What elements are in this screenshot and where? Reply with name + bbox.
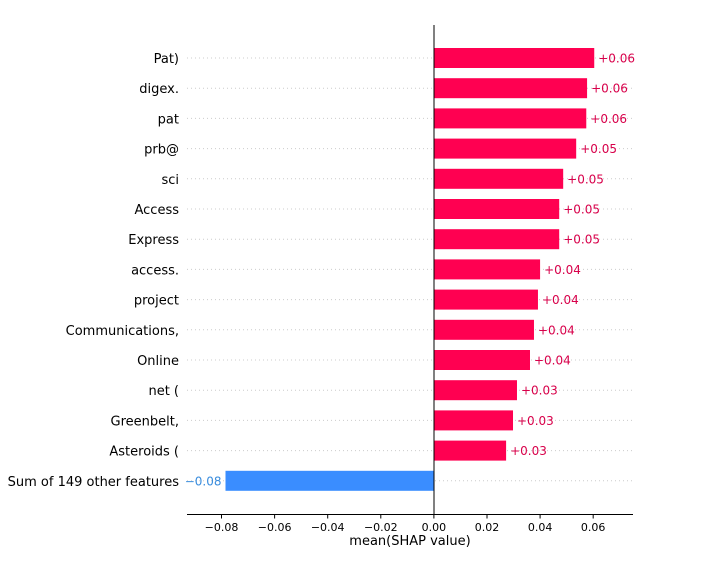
data-label: +0.04 xyxy=(542,293,579,307)
bars-layer: Pat) +0.06 digex. +0.06 pat +0.06 prb@ +0.05 sci… xyxy=(8,48,635,491)
data-label: +0.05 xyxy=(567,172,604,186)
x-tick-label: −0.04 xyxy=(311,521,345,534)
data-label: +0.03 xyxy=(521,384,558,398)
feature-label: pat xyxy=(158,112,179,127)
x-tick-label: −0.06 xyxy=(258,521,292,534)
feature-label: Pat) xyxy=(154,52,179,67)
bar xyxy=(433,259,541,280)
bar xyxy=(433,380,517,401)
data-label: +0.06 xyxy=(591,82,628,96)
bar xyxy=(433,78,588,99)
bar xyxy=(433,48,595,68)
bar xyxy=(433,410,514,431)
data-label: +0.06 xyxy=(598,52,635,66)
bar xyxy=(225,470,434,491)
data-label: +0.05 xyxy=(563,233,600,247)
data-label: +0.05 xyxy=(563,203,600,217)
bar xyxy=(433,319,534,340)
feature-label: net ( xyxy=(148,384,179,399)
feature-label: digex. xyxy=(139,82,179,97)
data-label: +0.04 xyxy=(534,354,571,368)
bar xyxy=(433,108,587,129)
x-tick-label: 0.02 xyxy=(475,521,500,534)
bar xyxy=(433,199,560,219)
data-label: +0.03 xyxy=(517,414,554,428)
bar xyxy=(433,289,538,310)
feature-label: Express xyxy=(128,233,179,248)
x-tick-label: −0.08 xyxy=(205,521,239,534)
feature-label: prb@ xyxy=(144,143,179,158)
bar xyxy=(433,168,564,189)
data-label: +0.06 xyxy=(590,112,627,126)
feature-label: access. xyxy=(131,263,179,278)
x-axis-ticks: −0.08 −0.06 −0.04 −0.02 0.00 0.02 0.04 0.06 xyxy=(205,514,606,534)
data-label: +0.04 xyxy=(538,323,575,337)
x-tick-label: 0.00 xyxy=(422,521,447,534)
x-tick-label: 0.06 xyxy=(581,521,606,534)
feature-label: Online xyxy=(137,354,179,369)
feature-label: sci xyxy=(161,173,179,188)
bar xyxy=(433,440,507,461)
bar xyxy=(433,138,577,159)
bar xyxy=(433,350,530,370)
feature-label: Communications, xyxy=(66,324,179,339)
x-tick-label: −0.02 xyxy=(364,521,398,534)
data-label: −0.08 xyxy=(185,474,222,488)
feature-label: Greenbelt, xyxy=(111,414,179,429)
x-tick-label: 0.04 xyxy=(528,521,553,534)
x-axis-label: mean(SHAP value) xyxy=(349,534,470,549)
data-label: +0.04 xyxy=(544,263,581,277)
data-label: +0.05 xyxy=(580,142,617,156)
feature-label: Sum of 149 other features xyxy=(8,475,180,490)
data-label: +0.03 xyxy=(510,444,547,458)
feature-label: project xyxy=(134,294,179,309)
feature-label: Access xyxy=(134,203,179,218)
feature-label: Asteroids ( xyxy=(109,445,179,460)
bar xyxy=(433,229,560,250)
